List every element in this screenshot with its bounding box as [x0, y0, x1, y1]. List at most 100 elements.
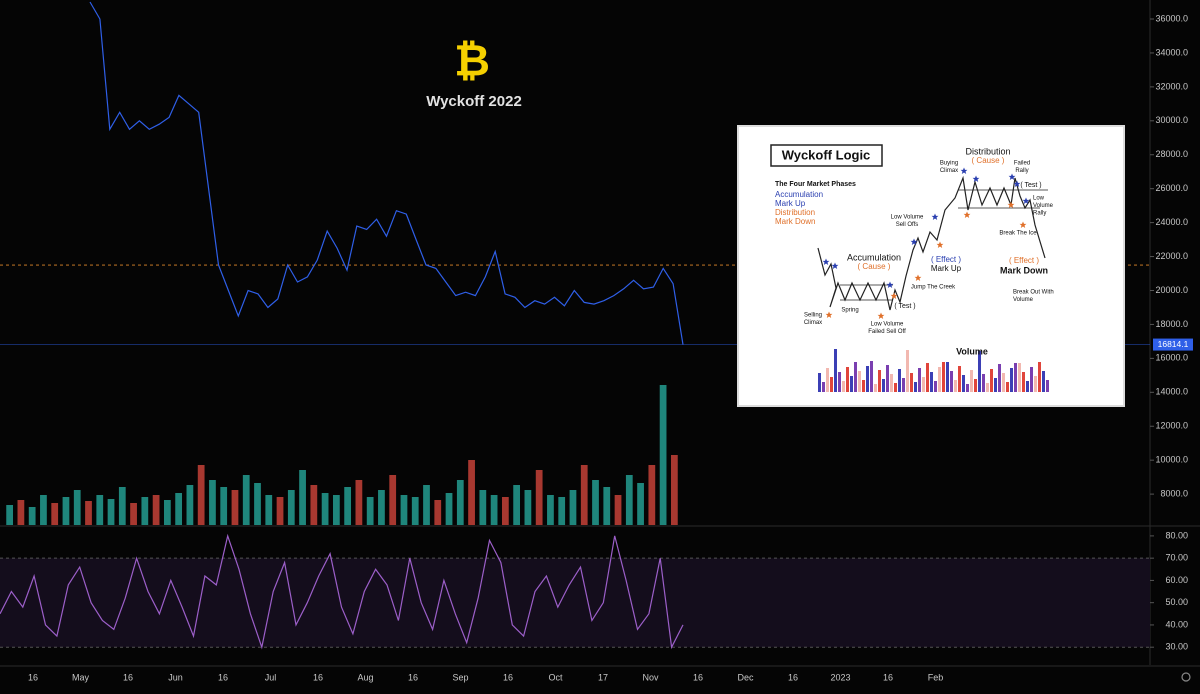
illustration-bar [1030, 367, 1033, 392]
x-tick-label: Nov [642, 672, 659, 682]
illustration-bar [986, 383, 989, 392]
illustration-bar [922, 377, 925, 392]
inset-label: ( Test ) [894, 303, 915, 310]
illustration-bar [858, 371, 861, 392]
y-tick-label: 80.00 [1165, 530, 1188, 540]
illustration-bar [950, 371, 953, 392]
illustration-bar [878, 370, 881, 392]
volume-bar [51, 503, 59, 525]
volume-bar [130, 503, 137, 525]
illustration-bar [1002, 373, 1005, 392]
volume-bar [558, 497, 566, 525]
last-price-box [1153, 338, 1193, 351]
x-tick-label: Jul [265, 672, 277, 682]
illustration-bar [886, 365, 889, 392]
volume-bar [321, 493, 329, 525]
illustration-bar [1006, 382, 1009, 392]
illustration-bar [834, 349, 837, 392]
volume-bar [580, 465, 588, 525]
chart-title: Wyckoff 2022 [426, 93, 522, 110]
volume-bar [366, 497, 374, 525]
x-tick-label: Jun [168, 672, 183, 682]
inset-label: Mark Down [1000, 265, 1048, 275]
illustration-bar [1046, 380, 1049, 392]
illustration-bar [1014, 363, 1017, 392]
y-tick-label: 8000.0 [1160, 488, 1188, 498]
inset-label: Sell Offs [896, 222, 919, 228]
illustration-bar [978, 351, 981, 392]
illustration-bar [994, 378, 997, 392]
volume-bar [96, 495, 104, 525]
volume-bar [614, 495, 622, 525]
rsi-band [0, 558, 1150, 648]
inset-label: Volume [956, 346, 988, 356]
y-tick-label: 28000.0 [1155, 149, 1188, 159]
volume-bar [400, 495, 408, 525]
volume-bar [152, 495, 160, 525]
volume-bar [411, 497, 419, 525]
inset-label: Rally [1015, 168, 1028, 174]
volume-bar [107, 499, 115, 525]
y-tick-label: 22000.0 [1155, 251, 1188, 261]
y-tick-label: 14000.0 [1155, 387, 1188, 397]
volume-bar [445, 493, 453, 525]
volume-bar [603, 487, 611, 525]
volume-bar [501, 497, 509, 525]
illustration-bar [1010, 368, 1013, 392]
volume-bar [62, 497, 70, 525]
inset-label: Break Out With [1013, 290, 1054, 296]
illustration-bar [914, 382, 917, 392]
x-tick-label: 17 [598, 672, 608, 682]
illustration-bar [934, 381, 937, 392]
illustration-bar [966, 384, 969, 392]
settings-icon[interactable] [1181, 672, 1191, 682]
illustration-bar [818, 373, 821, 392]
illustration-bar [926, 363, 929, 392]
x-tick-label: May [72, 672, 90, 682]
inset-title: Wyckoff Logic [782, 147, 871, 162]
illustration-bar [938, 367, 941, 392]
inset-label: Accumulation [847, 252, 901, 262]
illustration-bar [930, 372, 933, 392]
rsi-line [0, 533, 684, 650]
illustration-bar [998, 364, 1001, 392]
x-tick-label: Sep [452, 672, 468, 682]
illustration-bar [862, 380, 865, 392]
x-tick-label: Dec [737, 672, 754, 682]
illustration-bar [946, 362, 949, 392]
inset-label: Volume [1033, 203, 1054, 209]
illustration-bar [902, 378, 905, 392]
illustration-bar [850, 376, 853, 392]
volume-bar [73, 490, 81, 525]
inset-label: Volume [1013, 297, 1034, 303]
phase-label: Mark Down [775, 217, 815, 226]
inset-label: Failed [1014, 161, 1030, 167]
volume-bar [231, 490, 239, 525]
volume-bar [344, 487, 352, 525]
y-tick-label: 60.00 [1165, 575, 1188, 585]
volume-bar [332, 495, 340, 525]
volume-bar [299, 470, 306, 525]
inset-label: Jump The Creek [911, 285, 956, 291]
inset-label: Low [1033, 196, 1045, 202]
phases-heading: The Four Market Phases [775, 181, 856, 188]
illustration-bar [866, 366, 869, 392]
inset-label: Failed Sell Off [868, 329, 906, 335]
inset-label: ( Test ) [1020, 182, 1041, 189]
volume-bar [625, 475, 633, 525]
illustration-bar [838, 372, 841, 392]
volume-bar [118, 487, 126, 525]
illustration-bar [1042, 371, 1045, 392]
bitcoin-icon: ₿ [454, 37, 490, 86]
volume-bar [287, 490, 295, 525]
volume-bar [310, 485, 318, 525]
x-tick-label: Aug [357, 672, 373, 682]
volume-bar [209, 480, 216, 525]
illustration-bar [906, 350, 909, 392]
phase-label: Mark Up [775, 199, 806, 208]
illustration-bar [830, 377, 833, 392]
illustration-bar [1026, 381, 1029, 392]
volume-bar [524, 490, 532, 525]
volume-bar [670, 455, 678, 525]
volume-bar [637, 483, 644, 525]
